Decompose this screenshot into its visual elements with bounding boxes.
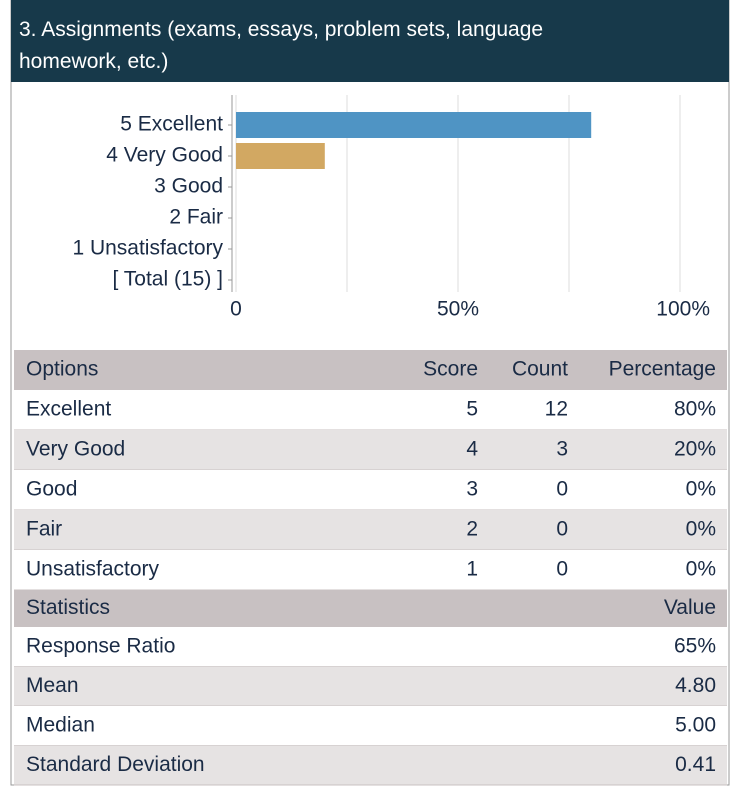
table-cell: 20% (674, 438, 716, 461)
bar (236, 112, 592, 138)
table-cell: 0 (556, 518, 568, 541)
table-row (14, 745, 727, 785)
table-cell: 4.80 (675, 674, 716, 697)
table-cell: Percentage (609, 358, 716, 381)
table-cell: 3 (466, 478, 478, 501)
table-row (14, 470, 727, 510)
table-cell: 12 (545, 398, 568, 421)
table-row (14, 627, 727, 667)
table-cell: Good (26, 478, 77, 501)
y-tick-label: 2 Fair (169, 206, 223, 229)
table-cell: 0% (686, 478, 716, 501)
table-cell: 0% (686, 558, 716, 581)
table-row (14, 350, 727, 390)
y-tick-label: 3 Good (154, 175, 223, 198)
table-cell: Median (26, 713, 95, 736)
table-cell: Standard Deviation (26, 753, 205, 776)
table-cell: 0% (686, 518, 716, 541)
table-cell: 0 (556, 478, 568, 501)
x-tick-label: 50% (437, 298, 479, 321)
table-cell: 3 (556, 438, 568, 461)
table-cell: 4 (466, 438, 478, 461)
table-row (14, 666, 727, 706)
table-cell: 1 (466, 558, 478, 581)
table-row (14, 550, 727, 590)
table-cell: 5.00 (675, 713, 716, 736)
header-bar (11, 0, 729, 82)
table-row (14, 590, 727, 627)
table-cell: Mean (26, 674, 79, 697)
table-cell: 2 (466, 518, 478, 541)
table-row (14, 706, 727, 746)
y-tick-label: 1 Unsatisfactory (72, 237, 223, 260)
header-title: 3. Assignments (exams, essays, problem s… (19, 18, 549, 73)
table-row (14, 510, 727, 550)
table-cell: Value (664, 596, 716, 619)
y-tick-label: 4 Very Good (106, 144, 223, 167)
y-tick-label: 5 Excellent (120, 113, 223, 136)
y-tick-label: [ Total (15) ] (113, 268, 224, 291)
table-cell: Fair (26, 518, 62, 541)
x-tick-label: 100% (656, 298, 710, 321)
table-cell: 80% (674, 398, 716, 421)
table-cell: Options (26, 358, 98, 381)
header-line: homework, etc.) (19, 50, 168, 73)
table-row (14, 430, 727, 470)
table-cell: 0.41 (675, 753, 716, 776)
x-tick-label: 0 (230, 298, 242, 321)
table-cell: Unsatisfactory (26, 558, 160, 581)
table-cell: 5 (466, 398, 478, 421)
bar (236, 143, 325, 169)
header-line: 3. Assignments (exams, essays, problem s… (19, 18, 543, 41)
table-cell: Excellent (26, 398, 111, 421)
table-cell: 65% (674, 634, 716, 657)
table-row (14, 390, 727, 430)
table-cell: Score (423, 358, 478, 381)
table-cell: Response Ratio (26, 634, 175, 657)
table-cell: Statistics (26, 596, 110, 619)
table-cell: 0 (556, 558, 568, 581)
table-cell: Count (512, 358, 568, 381)
table-cell: Very Good (26, 438, 125, 461)
